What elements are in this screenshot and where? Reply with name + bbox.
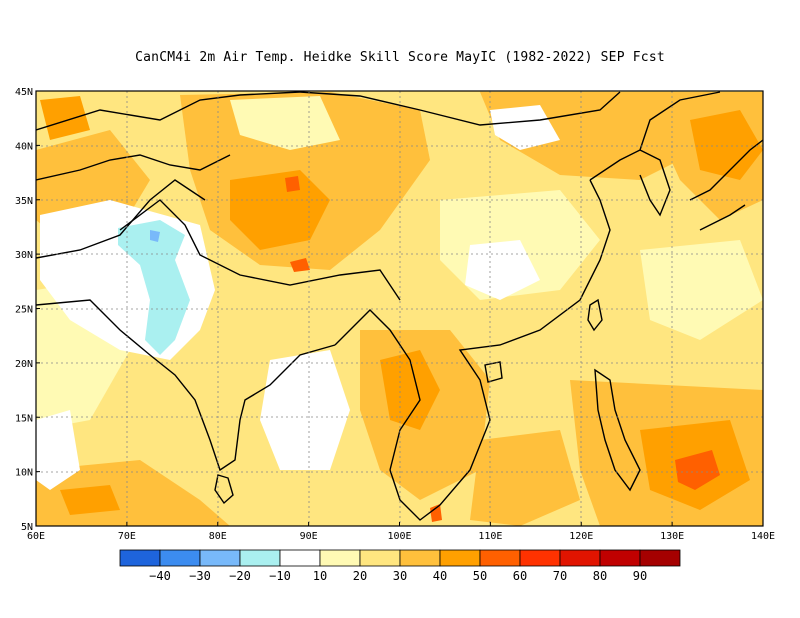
- field-region-peak-pacific: [675, 450, 720, 490]
- country-borders: [36, 91, 763, 521]
- colorbar-swatch: [439, 549, 481, 567]
- colorbar-label: 20: [353, 569, 367, 583]
- colorbar: −40 −30 −20 −10 10 20 30 40 50 60 70 80 90: [119, 549, 681, 583]
- lat-tick-label: 10N: [15, 468, 33, 479]
- colorbar-swatch: [479, 549, 521, 567]
- colorbar-swatch: [319, 549, 361, 567]
- lat-tick-label: 25N: [15, 305, 33, 316]
- lat-tick-label: 45N: [15, 87, 33, 98]
- myanmar-border: [334, 309, 421, 471]
- colorbar-swatch: [359, 549, 401, 567]
- field-region-high-south: [60, 485, 120, 515]
- china-coastline: [589, 91, 721, 181]
- field-region-peak-vietnam: [430, 504, 442, 522]
- field-region-peak-himalaya: [290, 258, 310, 272]
- hainan-coastline: [484, 361, 503, 383]
- india-coastline: [36, 299, 336, 472]
- field-region-peak-tibet: [285, 176, 300, 192]
- skill-score-field: [36, 91, 763, 526]
- pakistan-border: [36, 179, 206, 259]
- colorbar-swatch: [239, 549, 281, 567]
- lon-tick-label: 100E: [387, 531, 411, 542]
- latitude-axis: 5N 10N 15N 20N 25N 30N 35N 40N 45N: [15, 87, 40, 533]
- colorbar-label: 30: [393, 569, 407, 583]
- colorbar-swatch: [119, 549, 161, 567]
- field-region-scs: [470, 430, 580, 526]
- lat-tick-label: 30N: [15, 250, 33, 261]
- colorbar-label: 60: [513, 569, 527, 583]
- field-region-light-pacific: [640, 240, 763, 340]
- colorbar-label: 50: [473, 569, 487, 583]
- lon-tick-label: 110E: [478, 531, 502, 542]
- field-region-light-taklamakan: [230, 96, 340, 150]
- lon-tick-label: 120E: [569, 531, 593, 542]
- lat-tick-label: 15N: [15, 413, 33, 424]
- kazakhstan-border: [36, 91, 301, 131]
- field-region-negative-medium: [150, 230, 160, 242]
- colorbar-label: 70: [553, 569, 567, 583]
- lat-tick-label: 20N: [15, 359, 33, 370]
- indochina-coastline: [389, 179, 611, 521]
- field-region-high-northeast: [690, 110, 763, 180]
- lon-tick-label: 130E: [660, 531, 684, 542]
- lat-tick-label: 35N: [15, 196, 33, 207]
- colorbar-swatch: [199, 549, 241, 567]
- colorbar-swatch: [159, 549, 201, 567]
- himalaya-border: [119, 199, 401, 301]
- colorbar-swatch: [279, 549, 321, 567]
- sri-lanka-coastline: [214, 474, 234, 505]
- colorbar-swatch: [519, 549, 561, 567]
- lat-tick-label: 5N: [21, 522, 33, 533]
- colorbar-swatch: [599, 549, 641, 567]
- lon-tick-label: 80E: [209, 531, 227, 542]
- philippines-coastline: [594, 368, 641, 492]
- field-region-white-bay: [260, 350, 350, 470]
- colorbar-label: 80: [593, 569, 607, 583]
- lat-tick-label: 40N: [15, 141, 33, 152]
- colorbar-label: 10: [313, 569, 327, 583]
- lat-lon-grid: [36, 91, 763, 526]
- lon-tick-label: 70E: [118, 531, 136, 542]
- central-asia-border: [36, 154, 231, 181]
- field-region-white-north: [490, 105, 560, 150]
- colorbar-swatch: [399, 549, 441, 567]
- taiwan-coastline: [587, 298, 603, 332]
- colorbar-swatch: [559, 549, 601, 567]
- field-region-high-tibet: [230, 170, 330, 250]
- colorbar-label: 90: [633, 569, 647, 583]
- lon-tick-label: 60E: [27, 531, 45, 542]
- field-region-white-china: [465, 240, 540, 300]
- field-region-high-indochina: [380, 350, 440, 430]
- japan-coastline: [689, 139, 763, 231]
- map-title: CanCM4i 2m Air Temp. Heidke Skill Score …: [135, 50, 665, 65]
- colorbar-label: −30: [189, 569, 211, 583]
- colorbar-label: −20: [229, 569, 251, 583]
- colorbar-label: −40: [149, 569, 171, 583]
- field-region-white-coast: [36, 410, 80, 490]
- colorbar-label: 40: [433, 569, 447, 583]
- colorbar-label: −10: [269, 569, 291, 583]
- colorbar-swatch: [639, 549, 681, 567]
- lon-tick-label: 90E: [300, 531, 318, 542]
- korea-coastline: [639, 149, 671, 217]
- mongolia-border: [299, 91, 621, 126]
- lon-tick-label: 140E: [751, 531, 775, 542]
- longitude-axis: 60E 70E 80E 90E 100E 110E 120E 130E 140E: [27, 522, 775, 542]
- field-region-high-west: [40, 96, 90, 140]
